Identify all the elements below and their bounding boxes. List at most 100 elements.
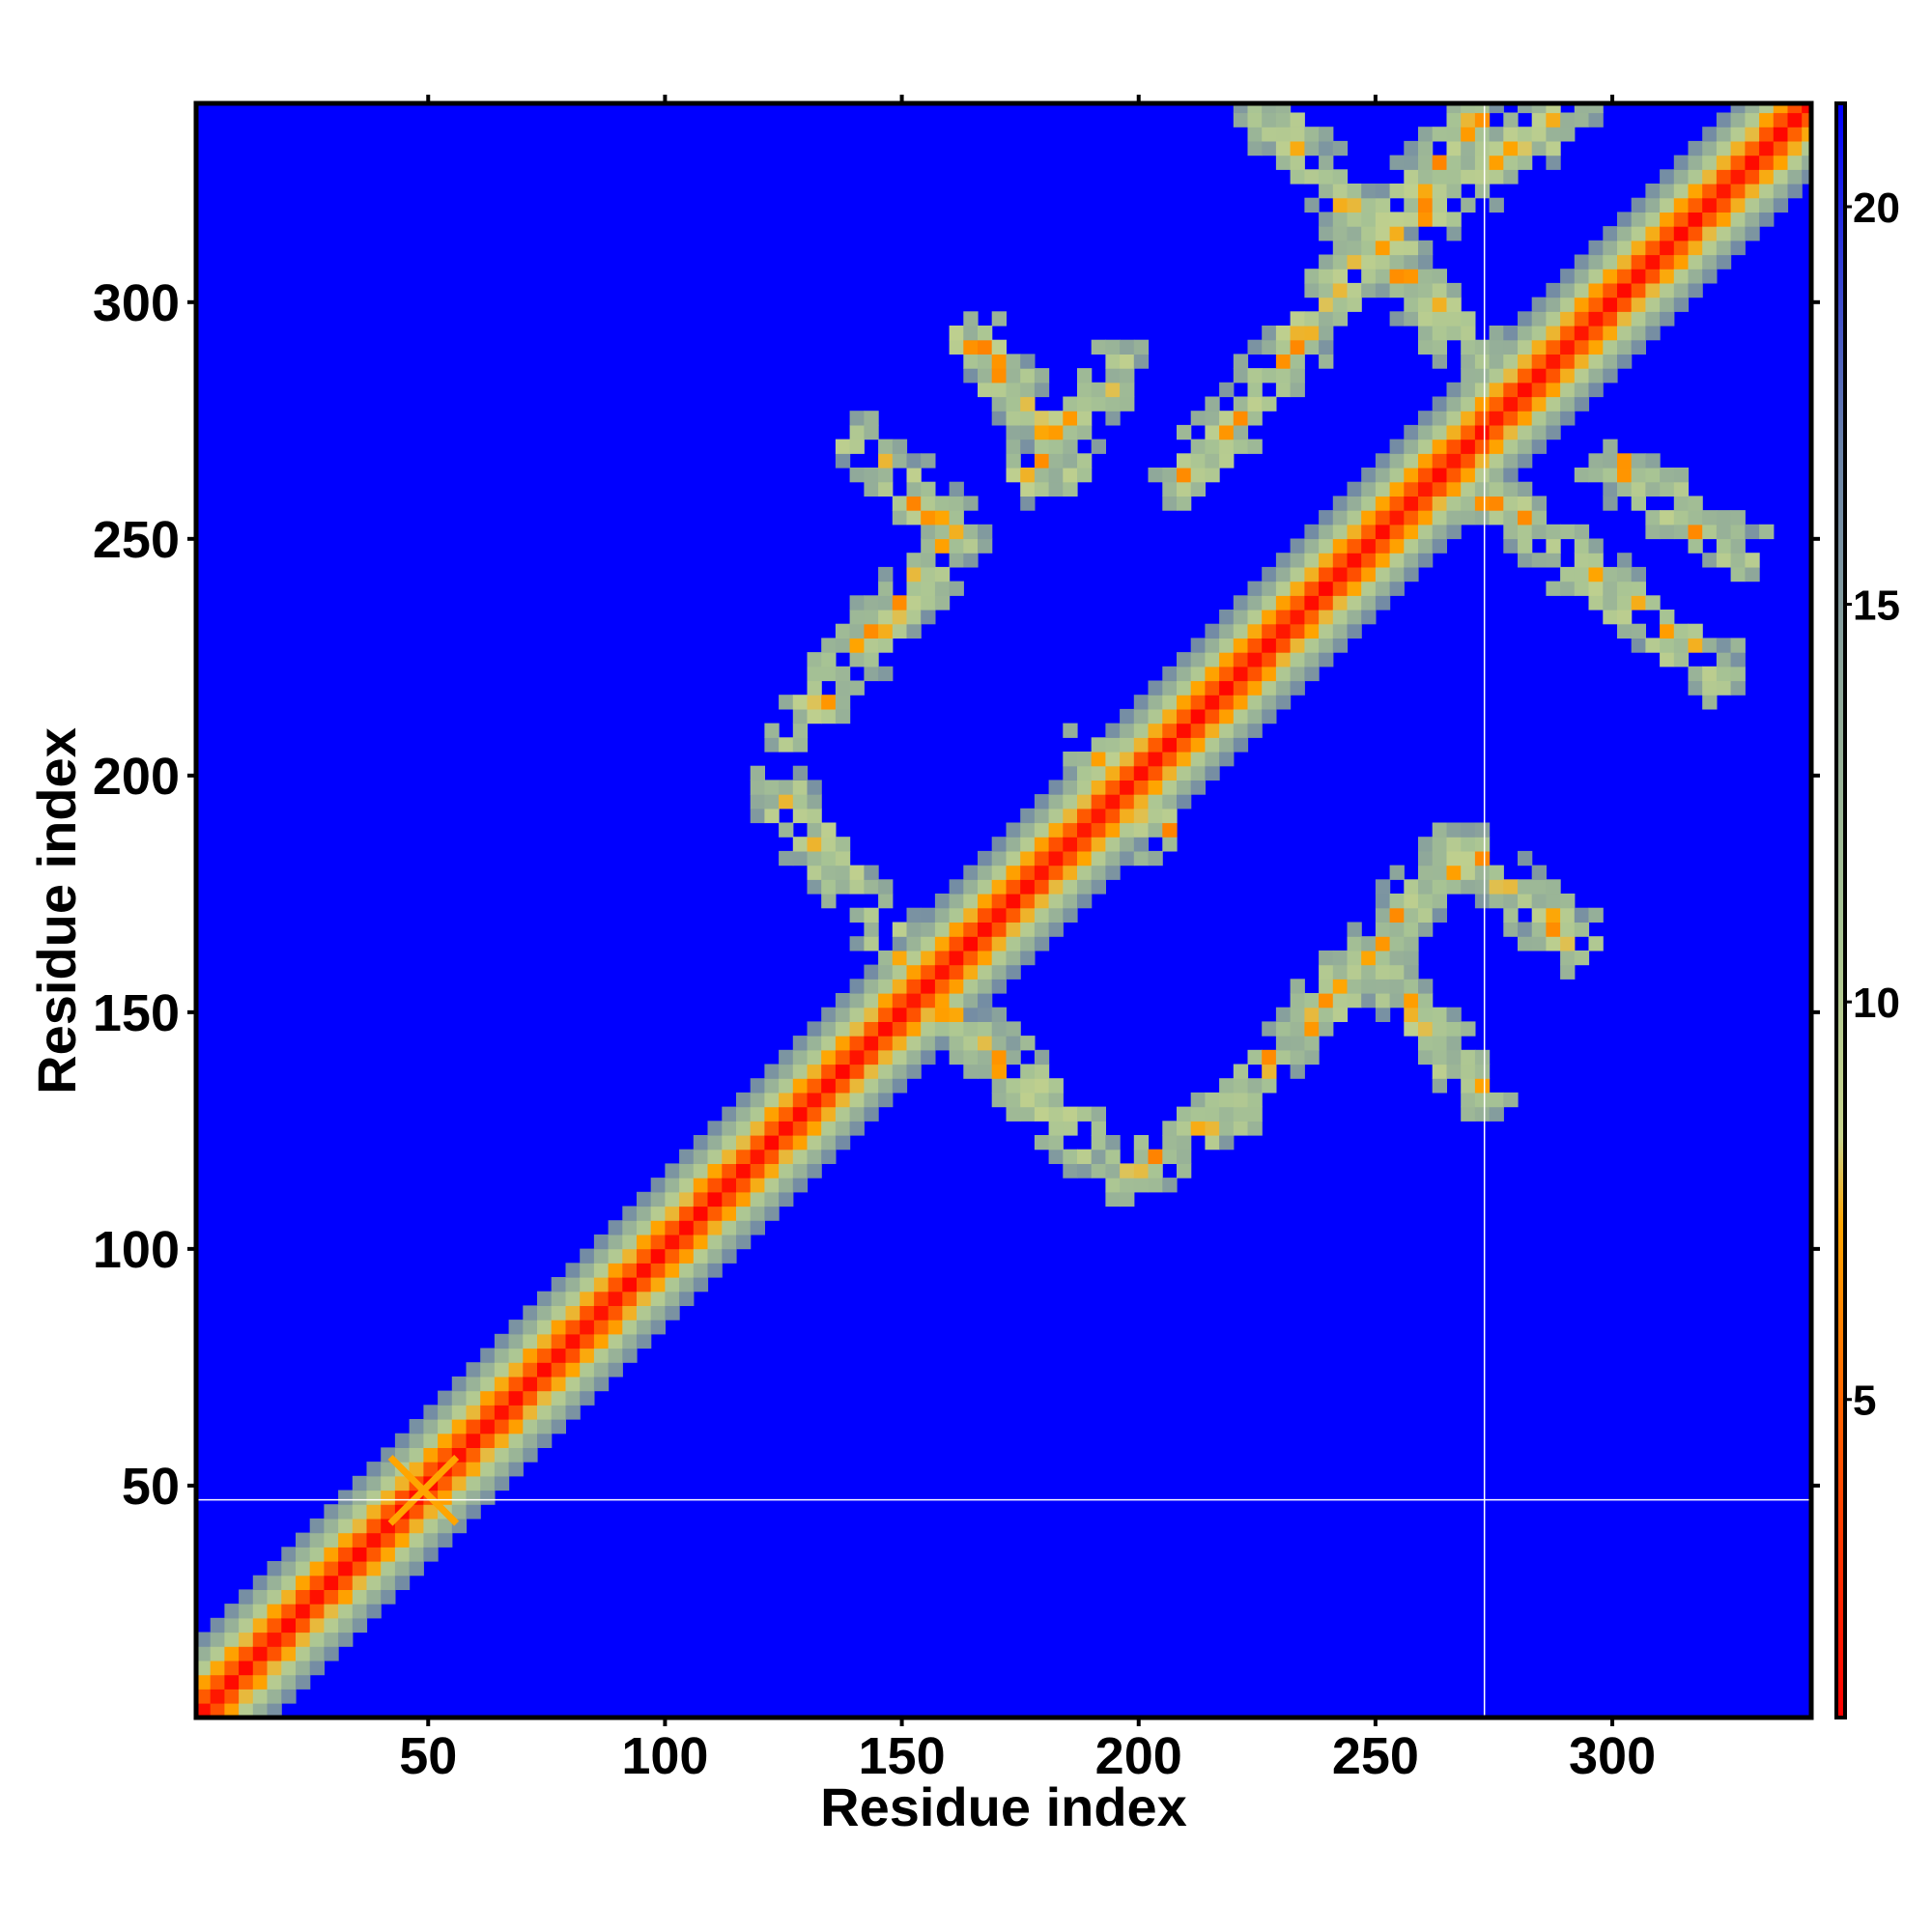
heatmap-cell — [906, 623, 922, 639]
heatmap-cell — [324, 1547, 339, 1562]
heatmap-cell — [1588, 382, 1604, 398]
heatmap-cell — [352, 1518, 368, 1534]
heatmap-cell — [1560, 524, 1576, 540]
heatmap-cell — [1503, 1092, 1519, 1108]
heatmap-cell — [210, 1674, 225, 1690]
heatmap-cell — [523, 1320, 538, 1335]
heatmap-cell — [1048, 1106, 1064, 1122]
heatmap-cell — [1347, 610, 1362, 625]
heatmap-cell — [1603, 610, 1618, 625]
heatmap-cell — [864, 595, 879, 611]
heatmap-cell — [637, 1320, 652, 1335]
heatmap-cell — [1418, 297, 1434, 312]
heatmap-cell — [1546, 297, 1561, 312]
heatmap-cell — [1702, 524, 1718, 540]
heatmap-cell — [1332, 297, 1349, 312]
heatmap-cell — [1730, 226, 1746, 242]
heatmap-cell — [1759, 184, 1775, 199]
heatmap-cell — [1375, 993, 1391, 1009]
heatmap-cell — [1034, 907, 1050, 923]
heatmap-cell — [1404, 879, 1419, 895]
heatmap-cell — [1077, 894, 1093, 909]
heatmap-cell — [921, 496, 936, 511]
heatmap-cell — [807, 652, 822, 668]
heatmap-cell — [978, 1007, 993, 1022]
heatmap-cell — [1275, 652, 1292, 668]
heatmap-cell — [1688, 197, 1703, 213]
heatmap-cell — [750, 1206, 765, 1221]
heatmap-cell — [991, 354, 1007, 369]
heatmap-cell — [1275, 638, 1292, 653]
heatmap-cell — [665, 1178, 680, 1193]
heatmap-cell — [451, 1433, 468, 1448]
heatmap-cell — [1560, 127, 1576, 142]
heatmap-cell — [480, 1462, 496, 1477]
heatmap-cell — [1617, 326, 1633, 341]
heatmap-cell — [906, 964, 922, 980]
heatmap-cell — [1518, 326, 1533, 341]
heatmap-cell — [1603, 453, 1618, 469]
heatmap-cell — [1020, 1092, 1036, 1108]
heatmap-cell — [1588, 907, 1604, 923]
heatmap-cell — [1730, 127, 1746, 142]
heatmap-cell — [1688, 212, 1703, 227]
heatmap-cell — [1247, 339, 1263, 355]
heatmap-cell — [934, 510, 951, 526]
heatmap-cell — [1745, 103, 1760, 114]
heatmap-cell — [523, 1305, 538, 1321]
heatmap-cell — [1034, 850, 1050, 867]
heatmap-cell — [1162, 1121, 1178, 1136]
heatmap-cell — [1560, 396, 1576, 412]
heatmap-cell — [1574, 112, 1590, 128]
plot-frame — [193, 100, 1814, 1720]
heatmap-cell — [835, 837, 851, 852]
heatmap-cell — [1262, 103, 1277, 114]
heatmap-cell — [1461, 510, 1476, 526]
heatmap-cell — [1730, 510, 1746, 526]
heatmap-cell — [593, 1291, 610, 1306]
heatmap-cell — [1332, 538, 1349, 554]
heatmap-cell — [722, 1191, 737, 1208]
heatmap-cell — [1347, 496, 1362, 511]
heatmap-cell — [608, 1263, 623, 1278]
heatmap-cell — [338, 1575, 354, 1590]
heatmap-cell — [466, 1490, 481, 1505]
heatmap-cell — [764, 1078, 780, 1094]
heatmap-cell — [1262, 368, 1277, 384]
heatmap-cell — [267, 1660, 282, 1676]
heatmap-cell — [1177, 708, 1192, 724]
heatmap-cell — [707, 1191, 723, 1208]
heatmap-cell — [878, 439, 894, 454]
heatmap-cell — [991, 922, 1007, 937]
heatmap-cell — [1375, 538, 1391, 554]
heatmap-cell — [1020, 822, 1036, 838]
heatmap-cell — [1389, 453, 1405, 469]
heatmap-cell — [849, 865, 865, 880]
heatmap-cell — [1631, 581, 1646, 596]
heatmap-cell — [1006, 964, 1021, 980]
heatmap-cell — [1233, 1064, 1249, 1079]
heatmap-cell — [821, 850, 837, 867]
heatmap-cell — [963, 1036, 979, 1051]
heatmap-cell — [1190, 638, 1206, 653]
heatmap-cell — [1319, 1021, 1334, 1037]
heatmap-cell — [1034, 368, 1050, 384]
heatmap-cell — [906, 581, 922, 596]
heatmap-cell — [991, 1036, 1007, 1051]
heatmap-cell — [1518, 396, 1533, 412]
heatmap-cell — [1162, 822, 1178, 838]
heatmap-cell — [1219, 723, 1235, 738]
heatmap-cell — [792, 1121, 809, 1136]
heatmap-cell — [1404, 468, 1419, 483]
heatmap-cell — [537, 1305, 553, 1321]
heatmap-cell — [764, 1191, 780, 1208]
heatmap-cell — [1531, 936, 1547, 952]
heatmap-cell — [650, 1220, 666, 1236]
heatmap-cell — [1020, 468, 1036, 483]
heatmap-cell — [835, 708, 851, 724]
heatmap-cell — [1631, 496, 1646, 511]
heatmap-cell — [438, 1532, 453, 1548]
heatmap-cell — [1347, 254, 1362, 270]
heatmap-cell — [978, 865, 993, 880]
heatmap-cell — [1546, 155, 1561, 170]
